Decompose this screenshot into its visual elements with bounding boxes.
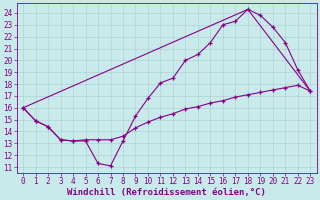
X-axis label: Windchill (Refroidissement éolien,°C): Windchill (Refroidissement éolien,°C) xyxy=(67,188,266,197)
